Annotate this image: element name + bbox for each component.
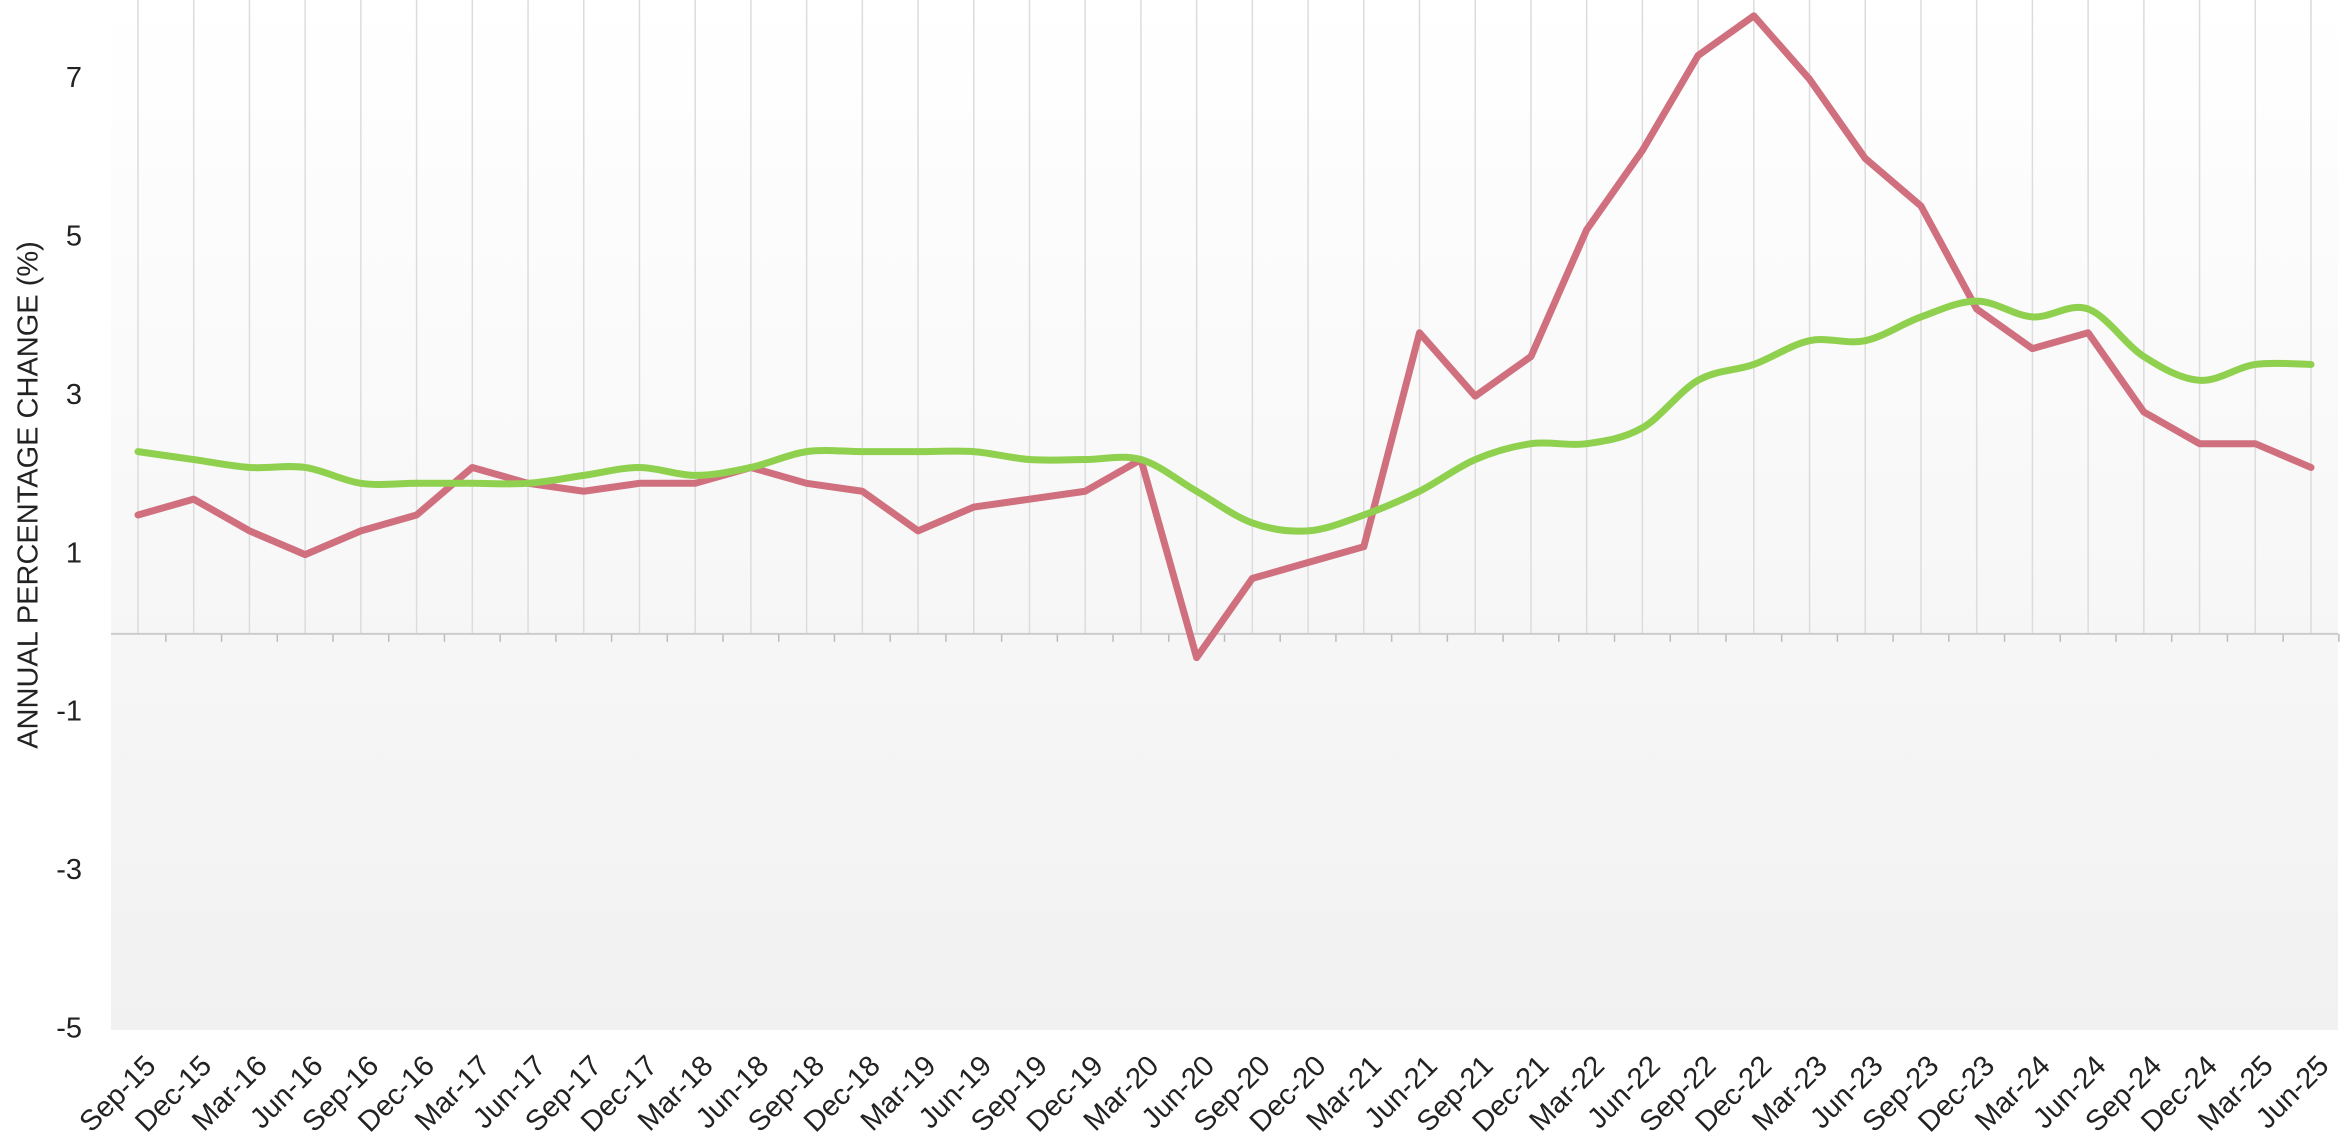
y-tick-label: 3: [66, 379, 82, 411]
y-tick-label: 1: [66, 537, 82, 569]
y-tick-label: -5: [56, 1013, 82, 1045]
y-tick-label: -1: [56, 696, 82, 728]
series-line: [134, 12, 2315, 662]
series-line: [134, 297, 2315, 535]
y-tick-label: 5: [66, 220, 82, 252]
y-tick-label: 7: [66, 62, 82, 94]
plot-area: [111, 0, 2338, 1030]
y-axis-title: ANNUAL PERCENTAGE CHANGE (%): [13, 241, 45, 749]
y-tick-label: -3: [56, 854, 82, 886]
